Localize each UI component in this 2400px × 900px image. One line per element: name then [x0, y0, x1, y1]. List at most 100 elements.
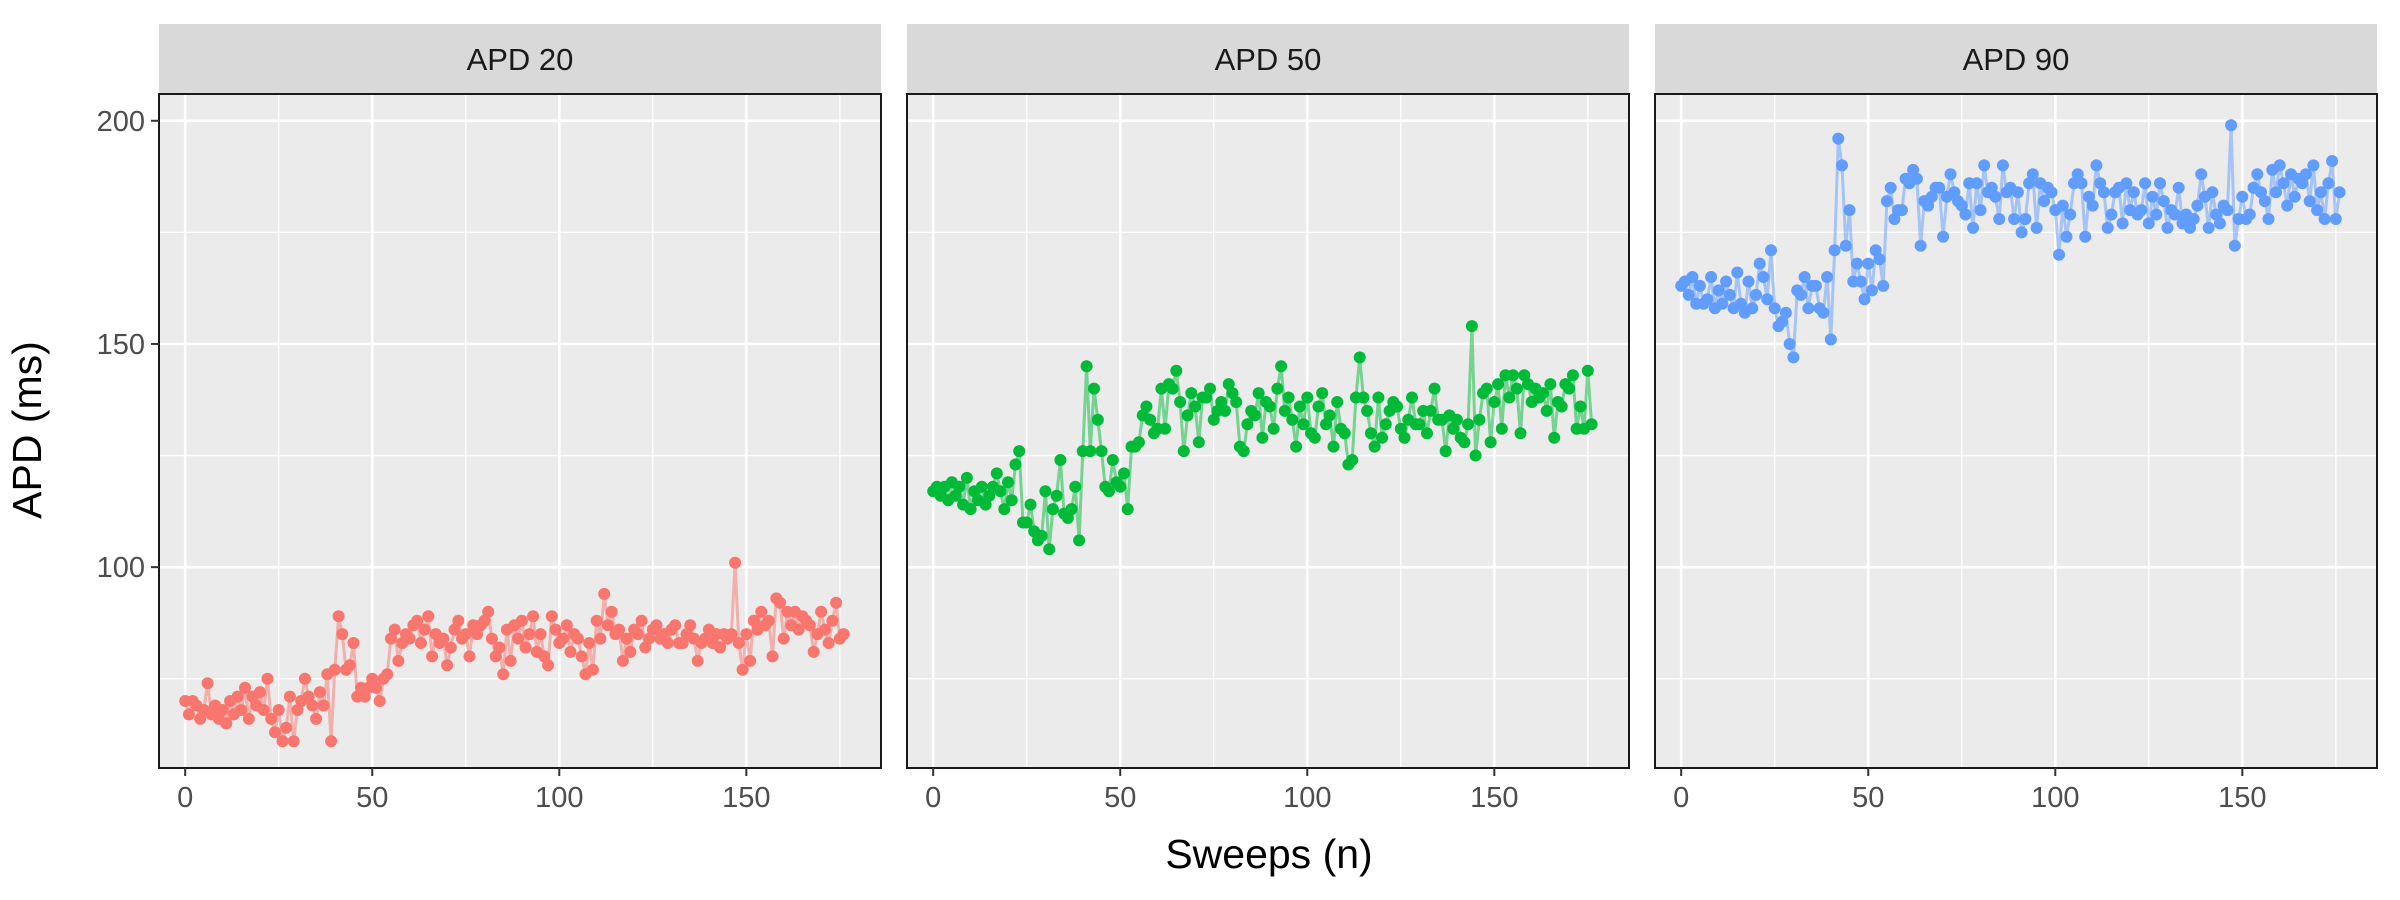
- data-point: [2011, 186, 2024, 199]
- data-point: [332, 610, 345, 623]
- data-point: [1540, 404, 1553, 417]
- data-point: [527, 610, 540, 623]
- data-point: [384, 632, 397, 645]
- data-point: [542, 659, 555, 672]
- data-point: [1944, 168, 1957, 181]
- data-point: [755, 605, 768, 618]
- data-point: [1024, 498, 1037, 511]
- data-point: [2116, 217, 2129, 230]
- data-point: [2161, 221, 2174, 234]
- data-point: [1503, 391, 1516, 404]
- data-point: [1252, 387, 1265, 400]
- panel-border: [158, 93, 882, 769]
- data-point: [1484, 436, 1497, 449]
- data-point: [1009, 458, 1022, 471]
- data-point: [1219, 404, 1231, 417]
- data-point: [2262, 213, 2275, 225]
- data-point: [1862, 257, 1875, 270]
- data-point: [2195, 168, 2208, 181]
- data-point: [1937, 230, 1950, 243]
- data-point: [815, 605, 828, 618]
- data-point: [1069, 480, 1082, 493]
- data-point: [774, 596, 786, 609]
- data-point: [583, 637, 596, 649]
- data-point: [1132, 436, 1145, 449]
- data-point: [590, 614, 603, 627]
- data-point: [1091, 413, 1104, 426]
- x-tick-label: 50: [356, 782, 388, 814]
- data-point: [1118, 467, 1130, 480]
- data-point: [231, 690, 244, 703]
- data-point: [265, 712, 278, 725]
- data-point: [1256, 431, 1269, 444]
- data-point: [1005, 494, 1018, 507]
- x-tick-label: 50: [1104, 782, 1136, 814]
- data-point: [572, 632, 584, 645]
- data-point: [2172, 181, 2185, 194]
- data-point: [2273, 159, 2286, 172]
- data-point: [1877, 279, 1890, 292]
- data-point: [1424, 404, 1437, 417]
- data-point: [1241, 418, 1254, 431]
- data-point: [1851, 257, 1863, 270]
- data-point: [418, 623, 431, 636]
- data-point: [534, 628, 547, 641]
- data-point: [1095, 445, 1108, 458]
- data-point: [575, 650, 588, 663]
- data-point: [1106, 454, 1119, 466]
- data-point: [1548, 431, 1561, 444]
- data-point: [1065, 503, 1078, 516]
- data-point: [1170, 364, 1183, 377]
- data-point: [1712, 284, 1725, 297]
- data-point: [560, 619, 573, 632]
- data-point: [613, 623, 626, 636]
- data-point: [276, 735, 289, 748]
- data-point: [1989, 190, 2002, 203]
- data-point: [1181, 409, 1194, 422]
- data-point: [762, 614, 775, 627]
- data-point: [1794, 288, 1807, 301]
- data-point: [729, 556, 742, 569]
- data-point: [2008, 213, 2021, 225]
- data-point: [1035, 529, 1048, 542]
- data-point: [1723, 288, 1736, 301]
- data-point: [1974, 204, 1987, 217]
- data-point: [1682, 288, 1695, 301]
- data-point: [1802, 302, 1815, 315]
- data-point: [216, 704, 229, 716]
- data-point: [1798, 271, 1811, 283]
- data-point: [1263, 400, 1276, 413]
- data-point: [1297, 418, 1310, 431]
- plot-background: [159, 94, 881, 768]
- data-point: [414, 637, 427, 649]
- data-point: [493, 641, 506, 654]
- data-point: [1555, 400, 1568, 413]
- data-point: [1054, 454, 1067, 466]
- x-tick-label: 0: [925, 782, 941, 814]
- data-point: [1465, 320, 1478, 333]
- data-point: [1080, 360, 1093, 373]
- data-point: [373, 695, 386, 707]
- data-point: [2236, 190, 2249, 203]
- data-point: [463, 650, 476, 663]
- data-point: [594, 632, 607, 645]
- data-point: [1189, 400, 1202, 413]
- data-point: [669, 619, 682, 632]
- data-point: [1495, 422, 1508, 435]
- data-point: [504, 654, 517, 667]
- data-point: [1978, 159, 1991, 172]
- data-point: [732, 637, 745, 649]
- data-point: [515, 614, 528, 627]
- data-point: [1323, 409, 1336, 422]
- data-point: [1316, 387, 1329, 400]
- data-point: [182, 708, 195, 721]
- data-point: [564, 645, 577, 658]
- data-point: [2157, 195, 2170, 208]
- data-point: [1693, 279, 1706, 292]
- data-point: [1821, 271, 1834, 283]
- x-tick-label: 0: [1673, 782, 1689, 814]
- data-point: [1376, 431, 1389, 444]
- x-tick-label: 0: [177, 782, 193, 814]
- data-point: [220, 717, 233, 730]
- data-point: [2120, 177, 2133, 190]
